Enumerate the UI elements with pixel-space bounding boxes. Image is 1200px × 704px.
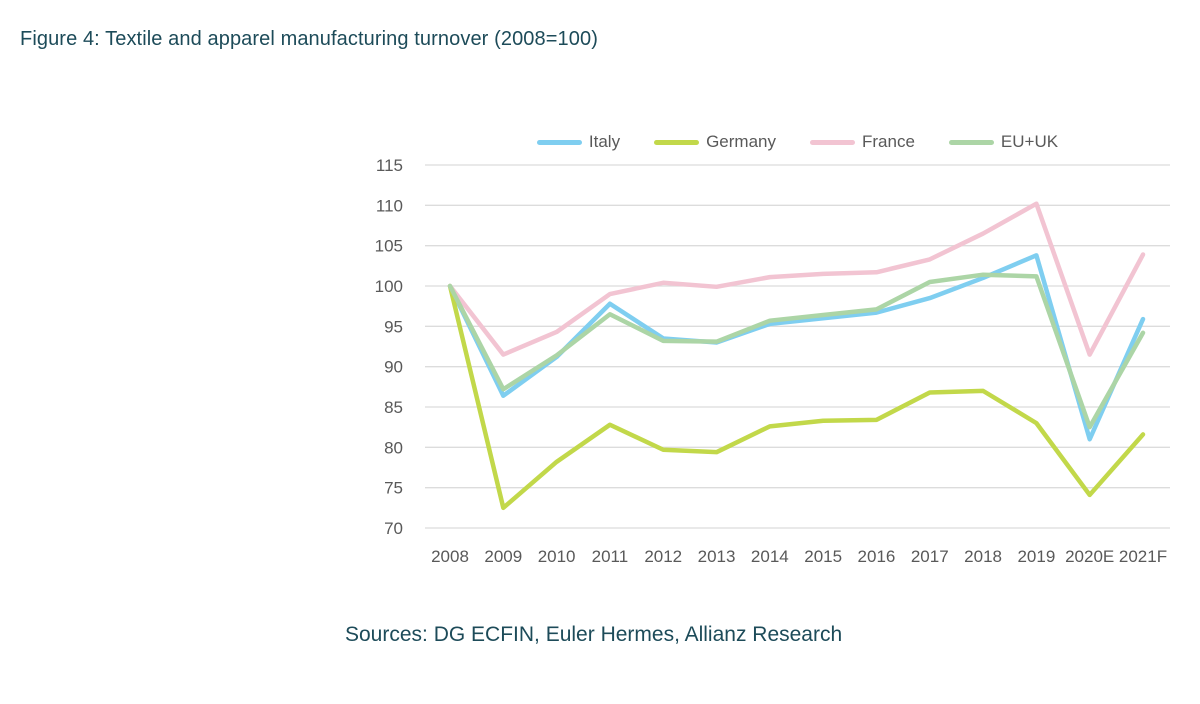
x-tick-label-2011: 2011 [592, 547, 629, 566]
legend-swatch-france [810, 139, 855, 145]
y-tick-label: 105 [375, 237, 403, 256]
x-tick-label-2013: 2013 [698, 547, 736, 566]
y-tick-label: 100 [375, 277, 403, 296]
sources-caption: Sources: DG ECFIN, Euler Hermes, Allianz… [345, 623, 843, 646]
y-tick-label: 90 [384, 358, 403, 377]
x-tick-label-2010: 2010 [538, 547, 576, 566]
legend-label-france: France [862, 132, 915, 151]
x-tick-label-2021F: 2021F [1119, 547, 1167, 566]
x-tick-label-2020E: 2020E [1065, 547, 1114, 566]
x-tick-label-2018: 2018 [964, 547, 1002, 566]
chart-legend: Italy Germany France EU+UK [425, 132, 1170, 152]
line-chart-plot-area: 70 75 80 85 90 95 100 105 110 115 2008 2009 2010 2011… [375, 156, 1170, 566]
x-tick-label-2017: 2017 [911, 547, 949, 566]
legend-label-germany: Germany [706, 132, 776, 151]
legend-item-eu-uk: EU+UK [948, 132, 1059, 152]
legend-label-italy: Italy [588, 132, 621, 151]
y-tick-label: 95 [384, 317, 403, 336]
y-tick-label: 85 [384, 398, 403, 417]
y-tick-label: 115 [376, 156, 403, 175]
legend-swatch-eu-uk [948, 139, 994, 145]
legend-item-italy: Italy [536, 132, 621, 152]
x-tick-label-2009: 2009 [484, 547, 522, 566]
legend-label-eu-uk: EU+UK [1000, 132, 1059, 151]
figure-title: Figure 4: Textile and apparel manufactur… [20, 28, 598, 50]
x-tick-label-2016: 2016 [858, 547, 896, 566]
x-tick-label-2019: 2019 [1017, 547, 1055, 566]
y-tick-label: 75 [384, 479, 403, 498]
y-tick-label: 70 [384, 519, 403, 538]
series-line-eu-uk [447, 272, 1146, 430]
legend-item-france: France [810, 132, 915, 152]
y-tick-label: 110 [376, 196, 403, 215]
x-tick-label-2008: 2008 [431, 547, 469, 566]
legend-swatch-germany [654, 139, 700, 145]
legend-swatch-italy [536, 139, 582, 145]
x-tick-label-2012: 2012 [644, 547, 682, 566]
x-tick-label-2014: 2014 [751, 547, 789, 566]
legend-item-germany: Germany [654, 132, 776, 152]
series-line-france [447, 201, 1146, 357]
x-tick-label-2015: 2015 [804, 547, 842, 566]
y-tick-label: 80 [384, 438, 403, 457]
series-line-germany [447, 283, 1146, 511]
